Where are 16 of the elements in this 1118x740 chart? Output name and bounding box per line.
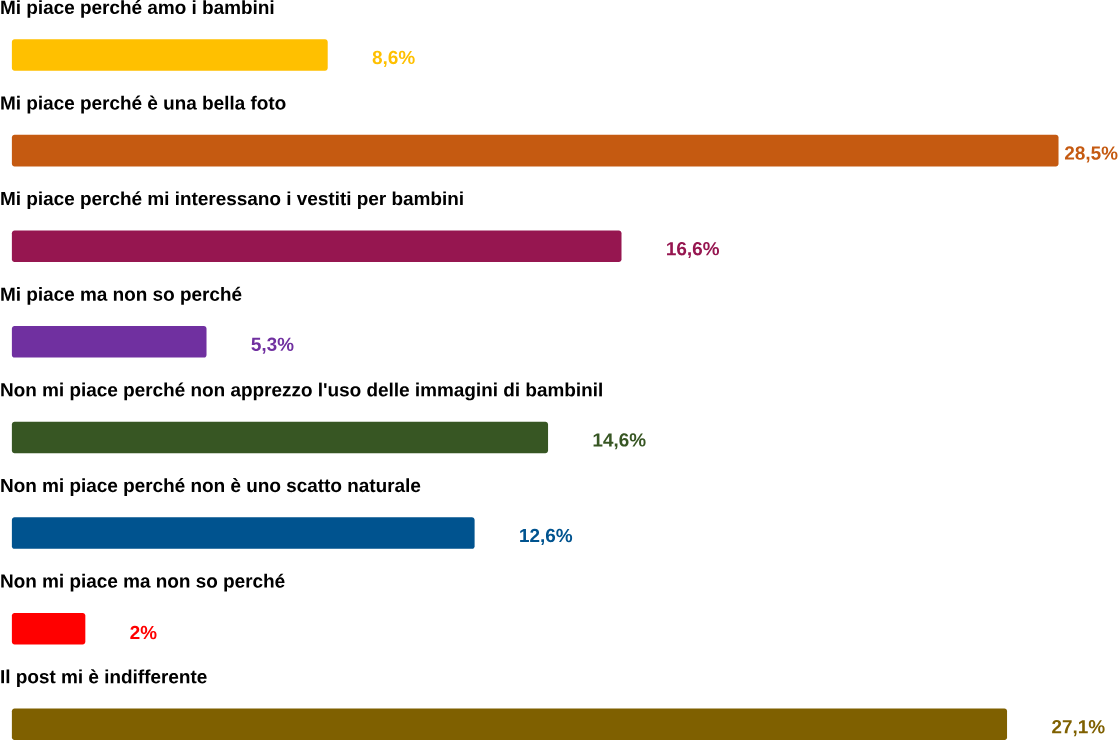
y-tick-label: Non mi piace perché non è uno scatto naturale (1, 478, 421, 496)
y-tick-label: Mi piace perché amo i bambini (1, 0, 274, 18)
data-label: 27,1% (1052, 720, 1105, 737)
y-tick-label: Il post mi è indifferente (1, 669, 207, 688)
y-tick-label: Mi piace ma non so perché (1, 286, 242, 305)
data-label: 2% (130, 625, 157, 640)
data-label: 28,5% (1064, 146, 1118, 163)
data-label: 12,6% (520, 528, 573, 545)
data-label: 16,6% (667, 241, 720, 259)
y-tick-label: Non mi piace ma non so perché (1, 573, 285, 592)
data-label: 8,6% (372, 50, 415, 67)
y-tick-label: Mi piace perché è una bella foto (1, 95, 286, 114)
data-label: 14,6% (593, 433, 646, 450)
y-tick-label: Mi piace perché mi interessano i vestiti per bambini (1, 191, 463, 209)
data-label: 5,3% (251, 337, 294, 354)
y-tick-label: Non mi piace perché non apprezzo l'uso delle immagini di bambinil (1, 382, 602, 401)
